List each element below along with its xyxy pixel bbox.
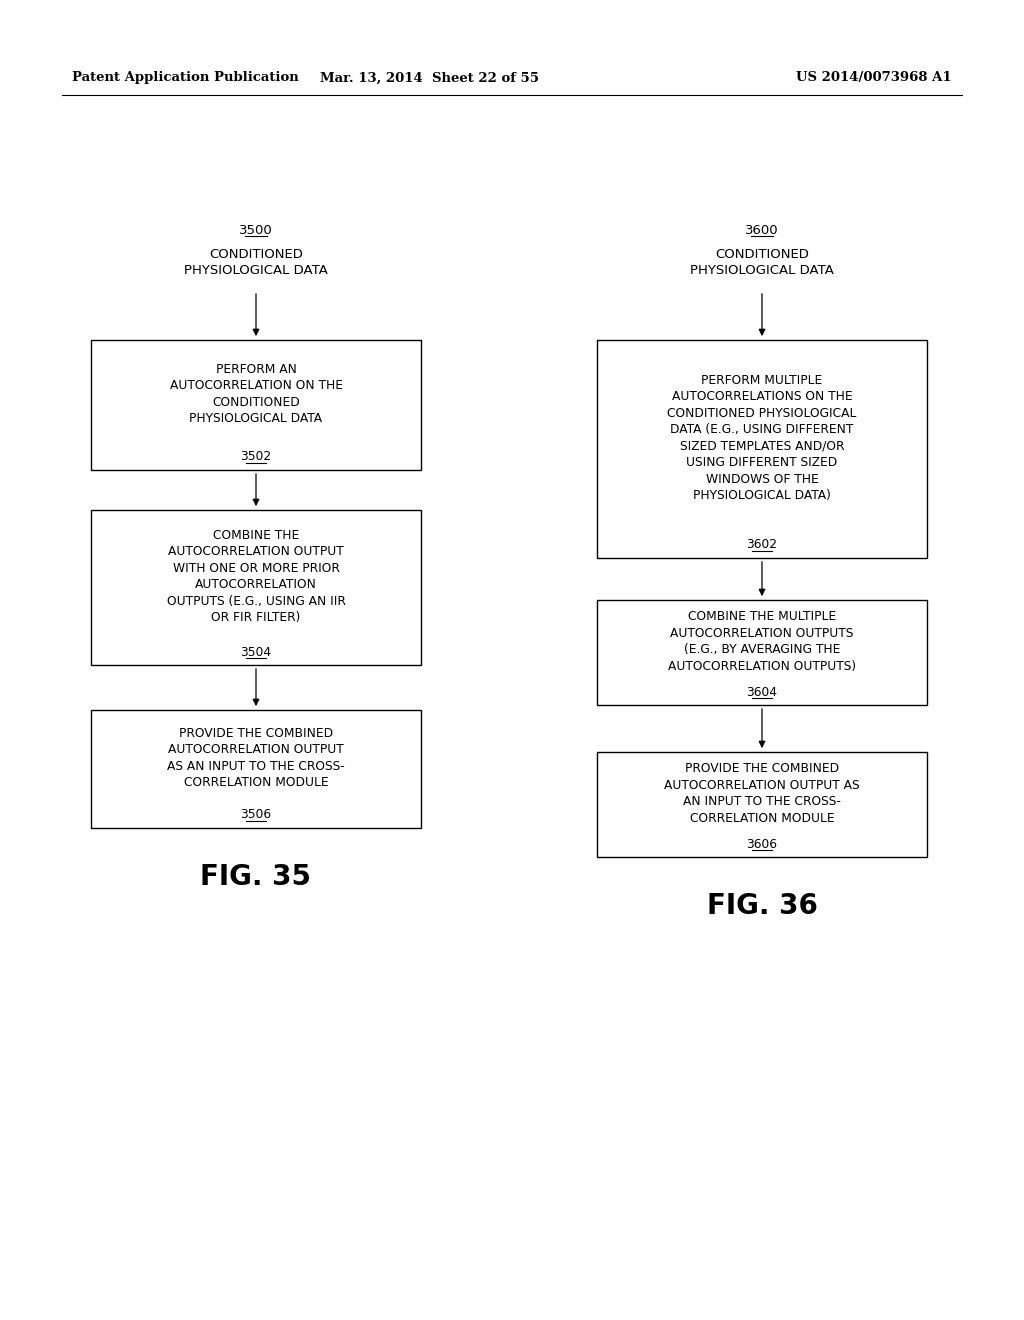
- Bar: [91, 710, 421, 828]
- Text: COMBINE THE
AUTOCORRELATION OUTPUT
WITH ONE OR MORE PRIOR
AUTOCORRELATION
OUTPUT: COMBINE THE AUTOCORRELATION OUTPUT WITH …: [167, 529, 345, 624]
- Text: 3506: 3506: [241, 808, 271, 821]
- Bar: [597, 601, 927, 705]
- Text: Patent Application Publication: Patent Application Publication: [72, 71, 299, 84]
- Text: 3606: 3606: [746, 837, 777, 850]
- Text: 3500: 3500: [240, 223, 272, 236]
- Text: PROVIDE THE COMBINED
AUTOCORRELATION OUTPUT AS
AN INPUT TO THE CROSS-
CORRELATIO: PROVIDE THE COMBINED AUTOCORRELATION OUT…: [665, 762, 860, 825]
- Text: PERFORM AN
AUTOCORRELATION ON THE
CONDITIONED
PHYSIOLOGICAL DATA: PERFORM AN AUTOCORRELATION ON THE CONDIT…: [170, 363, 342, 425]
- Text: 3600: 3600: [745, 223, 779, 236]
- Text: COMBINE THE MULTIPLE
AUTOCORRELATION OUTPUTS
(E.G., BY AVERAGING THE
AUTOCORRELA: COMBINE THE MULTIPLE AUTOCORRELATION OUT…: [668, 610, 856, 673]
- Text: CONDITIONED
PHYSIOLOGICAL DATA: CONDITIONED PHYSIOLOGICAL DATA: [690, 248, 834, 277]
- Text: 3604: 3604: [746, 685, 777, 698]
- Text: 3504: 3504: [241, 645, 271, 659]
- Text: PROVIDE THE COMBINED
AUTOCORRELATION OUTPUT
AS AN INPUT TO THE CROSS-
CORRELATIO: PROVIDE THE COMBINED AUTOCORRELATION OUT…: [167, 727, 345, 789]
- Bar: [597, 341, 927, 558]
- Text: FIG. 36: FIG. 36: [707, 892, 817, 920]
- Text: PERFORM MULTIPLE
AUTOCORRELATIONS ON THE
CONDITIONED PHYSIOLOGICAL
DATA (E.G., U: PERFORM MULTIPLE AUTOCORRELATIONS ON THE…: [668, 374, 857, 502]
- Text: CONDITIONED
PHYSIOLOGICAL DATA: CONDITIONED PHYSIOLOGICAL DATA: [184, 248, 328, 277]
- Text: 3502: 3502: [241, 450, 271, 463]
- Bar: [91, 341, 421, 470]
- Text: Mar. 13, 2014  Sheet 22 of 55: Mar. 13, 2014 Sheet 22 of 55: [321, 71, 540, 84]
- Text: FIG. 35: FIG. 35: [201, 863, 311, 891]
- Bar: [91, 510, 421, 665]
- Text: 3602: 3602: [746, 539, 777, 552]
- Bar: [597, 752, 927, 857]
- Text: US 2014/0073968 A1: US 2014/0073968 A1: [797, 71, 952, 84]
